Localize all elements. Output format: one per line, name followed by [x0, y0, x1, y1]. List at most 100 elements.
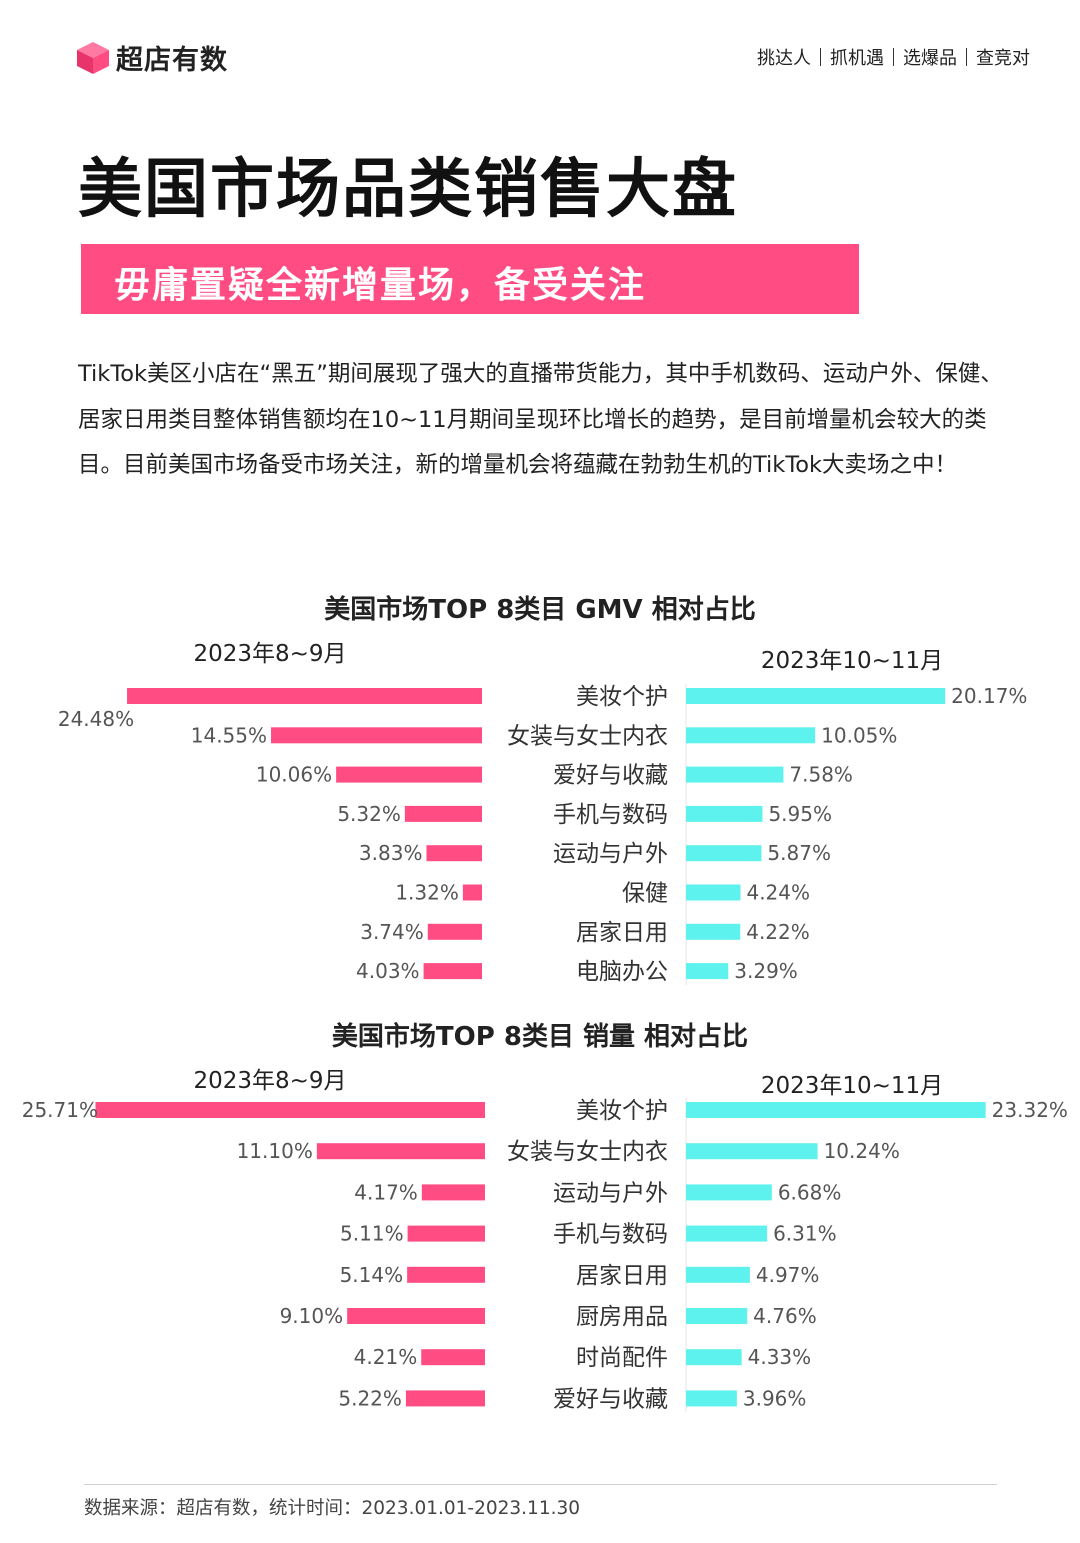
category-label: 女装与女士内衣	[507, 723, 668, 749]
chart-title: 美国市场TOP 8类目 销量 相对占比	[332, 1021, 748, 1052]
gmv-share-chart: 美国市场TOP 8类目 GMV 相对占比 2023年8~9月 2023年10~11月…	[0, 578, 1080, 993]
category-label: 爱好与收藏	[553, 1386, 668, 1412]
intro-paragraph: TikTok美区小店在“黑五”期间展现了强大的直播带货能力，其中手机数码、运动户…	[78, 361, 1003, 478]
bar-right-period	[686, 1349, 742, 1366]
data-label-right-period: 23.32%	[992, 1098, 1068, 1122]
data-label-left-period: 25.71%	[22, 1098, 98, 1122]
nav-divider	[893, 48, 894, 66]
bar-right-period	[686, 884, 741, 901]
subtitle-banner: 毋庸置疑全新增量场，备受关注	[81, 244, 859, 314]
data-label-left-period: 4.17%	[354, 1180, 418, 1204]
left-period-label: 2023年8~9月	[193, 1068, 346, 1094]
bar-left-period	[421, 1184, 485, 1201]
bar-left-period	[462, 884, 482, 901]
category-label: 爱好与收藏	[553, 763, 668, 789]
bar-left-period	[427, 923, 482, 940]
bar-right-period	[686, 1225, 768, 1242]
bar-left-period	[407, 1225, 485, 1242]
bar-left-period	[271, 727, 482, 744]
bar-left-period	[404, 805, 482, 822]
subtitle-text: 毋庸置疑全新增量场，备受关注	[114, 265, 647, 306]
bar-left-period	[347, 1308, 485, 1324]
nav-divider	[820, 48, 821, 66]
page-title: 美国市场品类销售大盘	[78, 153, 738, 227]
right-period-label: 2023年10~11月	[761, 1073, 943, 1099]
bar-right-period	[686, 766, 784, 783]
category-label: 女装与女士内衣	[507, 1139, 668, 1165]
category-label: 时尚配件	[576, 1345, 668, 1371]
bar-right-period	[686, 1184, 772, 1201]
data-label-right-period: 6.31%	[773, 1222, 837, 1246]
bar-left-period	[405, 1390, 485, 1407]
bar-right-period	[686, 845, 762, 862]
category-label: 运动与户外	[553, 841, 668, 867]
data-label-left-period: 1.32%	[395, 881, 459, 905]
nav-item-competitors[interactable]: 查竞对	[976, 48, 1030, 69]
data-label-left-period: 5.11%	[340, 1222, 404, 1246]
nav-item-hot-products[interactable]: 选爆品	[903, 48, 957, 69]
data-label-right-period: 4.97%	[756, 1263, 820, 1287]
category-label: 手机与数码	[553, 1222, 668, 1248]
brand-name: 超店有数	[116, 45, 228, 76]
data-label-right-period: 10.05%	[821, 723, 897, 747]
data-label-right-period: 4.33%	[748, 1345, 812, 1369]
data-label-right-period: 10.24%	[824, 1139, 900, 1163]
category-label: 美妆个护	[576, 1098, 668, 1124]
bar-left-period	[426, 845, 482, 862]
data-label-left-period: 3.74%	[360, 920, 424, 944]
data-source-note: 数据来源：超店有数，统计时间：2023.01.01-2023.11.30	[84, 1498, 581, 1519]
data-label-right-period: 20.17%	[951, 684, 1027, 708]
bar-right-period	[686, 1102, 986, 1118]
data-label-left-period: 10.06%	[256, 763, 332, 787]
bar-right-period	[686, 805, 763, 822]
data-label-left-period: 24.48%	[58, 707, 134, 731]
right-period-label: 2023年10~11月	[761, 648, 943, 674]
bar-right-period	[686, 1266, 750, 1283]
bar-left-period	[407, 1266, 485, 1283]
data-label-right-period: 3.29%	[734, 959, 798, 983]
data-label-right-period: 4.24%	[746, 881, 810, 905]
data-label-right-period: 7.58%	[789, 763, 853, 787]
category-label: 美妆个护	[576, 684, 668, 710]
data-label-left-period: 14.55%	[191, 723, 267, 747]
bar-left-period	[423, 963, 482, 980]
bar-left-period	[95, 1102, 485, 1118]
data-label-left-period: 4.21%	[354, 1345, 418, 1369]
category-label: 厨房用品	[576, 1304, 668, 1330]
category-label: 居家日用	[576, 920, 668, 946]
data-label-left-period: 3.83%	[359, 841, 423, 865]
data-label-left-period: 4.03%	[356, 959, 420, 983]
chart-canvas: 美国市场TOP 8类目 销量 相对占比 2023年8~9月 2023年10~11月 2…	[22, 1021, 1068, 1412]
data-label-left-period: 5.32%	[337, 802, 401, 826]
bar-right-period	[686, 727, 816, 744]
chart-title: 美国市场TOP 8类目 GMV 相对占比	[324, 594, 755, 625]
brand-logo-icon	[77, 41, 109, 74]
footer-divider	[84, 1484, 997, 1485]
bar-left-period	[421, 1349, 485, 1366]
sales-volume-share-chart: 美国市场TOP 8类目 销量 相对占比 2023年8~9月 2023年10~11月 2…	[0, 1005, 1080, 1425]
data-label-right-period: 3.96%	[743, 1386, 807, 1410]
bar-right-period	[686, 1143, 818, 1160]
bar-left-period	[336, 766, 482, 783]
bar-left-period	[127, 688, 482, 704]
category-label: 电脑办公	[576, 959, 668, 985]
bar-right-period	[686, 923, 741, 940]
data-label-right-period: 4.76%	[753, 1304, 817, 1328]
left-period-label: 2023年8~9月	[193, 641, 346, 667]
data-label-right-period: 5.87%	[767, 841, 831, 865]
bar-right-period	[686, 963, 729, 980]
nav-item-find-influencer[interactable]: 挑达人	[757, 48, 811, 69]
brand-logo[interactable]: 超店有数	[76, 38, 228, 77]
category-label: 运动与户外	[553, 1180, 668, 1206]
nav-item-opportunities[interactable]: 抓机遇	[830, 48, 884, 69]
data-label-right-period: 6.68%	[778, 1180, 842, 1204]
category-label: 居家日用	[576, 1263, 668, 1289]
bar-right-period	[686, 688, 946, 704]
bar-right-period	[686, 1390, 737, 1407]
category-label: 保健	[622, 881, 668, 907]
data-label-left-period: 9.10%	[280, 1304, 344, 1328]
top-nav: 挑达人 抓机遇 选爆品 查竞对	[757, 44, 1030, 70]
nav-divider	[966, 48, 967, 66]
data-label-left-period: 5.14%	[340, 1263, 404, 1287]
data-label-left-period: 11.10%	[237, 1139, 313, 1163]
